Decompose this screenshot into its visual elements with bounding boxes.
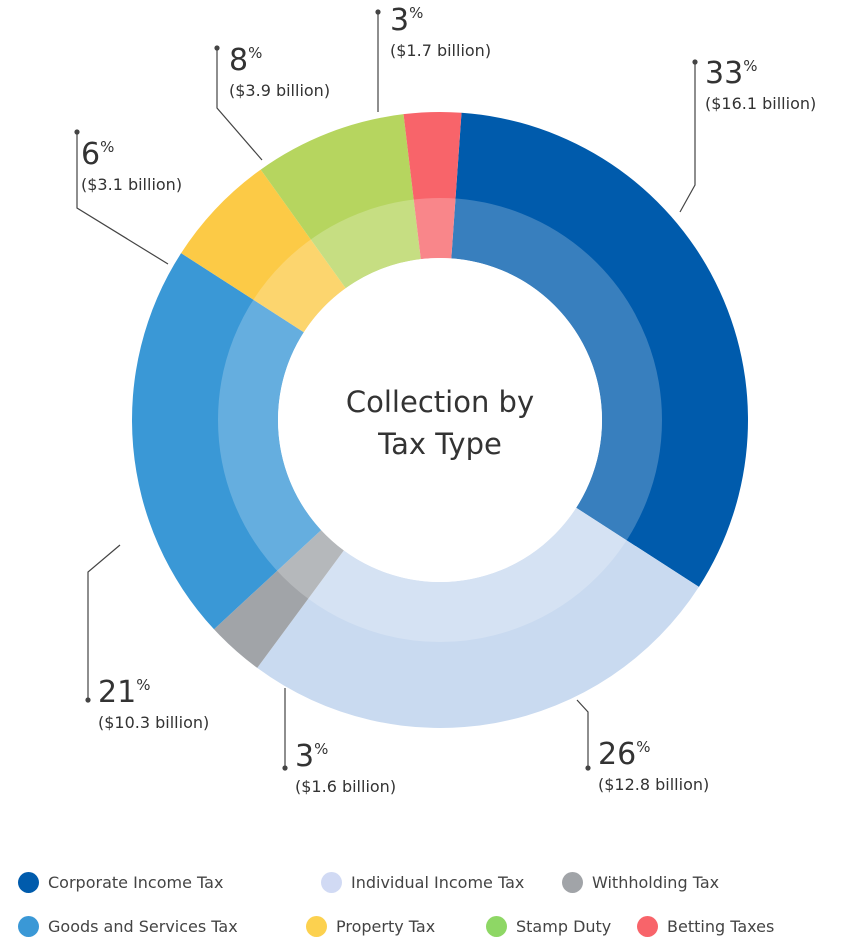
leader-dot-individual-income-tax <box>585 765 591 771</box>
percent-label-corporate-income-tax: 33% <box>705 56 757 91</box>
slice-goods-and-services-tax <box>131 253 322 630</box>
amount-label-betting-taxes: ($1.7 billion) <box>390 41 491 60</box>
slice-withholding-tax <box>214 530 344 668</box>
amount-label-withholding-tax: ($1.6 billion) <box>295 777 396 796</box>
legend-row-2: Goods and Services Tax Property Tax Stam… <box>18 916 774 937</box>
legend-swatch-withholding-tax <box>562 872 583 893</box>
leader-line-property-tax <box>76 132 169 265</box>
percent-label-withholding-tax: 3% <box>295 739 328 774</box>
legend-label: Goods and Services Tax <box>48 917 238 936</box>
center-title-line: Collection by <box>346 385 534 419</box>
slice-individual-income-tax <box>257 507 699 729</box>
percent-label-goods-and-services-tax: 21% <box>98 675 150 710</box>
legend-row-1: Corporate Income Tax Individual Income T… <box>18 872 719 893</box>
percent-sign: % <box>100 138 114 156</box>
leader-line-individual-income-tax <box>576 699 589 768</box>
legend-swatch-corporate-income-tax <box>18 872 39 893</box>
legend-swatch-stamp-duty <box>486 916 507 937</box>
inner-ring-overlay <box>218 198 662 642</box>
amount-label-property-tax: ($3.1 billion) <box>81 175 182 194</box>
legend-label: Property Tax <box>336 917 436 936</box>
percent-sign: % <box>636 738 650 756</box>
legend-label: Stamp Duty <box>516 917 612 936</box>
leader-dot-stamp-duty <box>214 45 220 51</box>
percent-sign: % <box>136 676 150 694</box>
slice-betting-taxes <box>403 112 462 260</box>
slice-stamp-duty <box>260 114 421 289</box>
percent-label-individual-income-tax: 26% <box>598 737 650 772</box>
amount-label-stamp-duty: ($3.9 billion) <box>229 81 330 100</box>
legend-swatch-goods-and-services-tax <box>18 916 39 937</box>
legend-swatch-individual-income-tax <box>321 872 342 893</box>
leader-dot-withholding-tax <box>282 765 288 771</box>
legend-label: Withholding Tax <box>592 873 720 892</box>
amount-label-individual-income-tax: ($12.8 billion) <box>598 775 709 794</box>
slice-corporate-income-tax <box>451 112 748 587</box>
legend-item-betting-taxes: Betting Taxes <box>637 916 774 937</box>
legend-item-withholding-tax: Withholding Tax <box>562 872 719 893</box>
leader-dot-goods-and-services-tax <box>85 697 91 703</box>
legend-item-individual-income-tax: Individual Income Tax <box>321 872 562 893</box>
legend-item-goods-and-services-tax: Goods and Services Tax <box>18 916 306 937</box>
percent-label-betting-taxes: 3% <box>390 3 423 38</box>
legend-label: Individual Income Tax <box>351 873 525 892</box>
donut-chart: Collection by Tax Type 33% ($16.1 billion) 2… <box>74 3 816 796</box>
percent-sign: % <box>743 57 757 75</box>
slice-property-tax <box>181 169 346 333</box>
percent-label-property-tax: 6% <box>81 137 114 172</box>
legend-item-property-tax: Property Tax <box>306 916 486 937</box>
percent-sign: % <box>314 740 328 758</box>
legend-item-stamp-duty: Stamp Duty <box>486 916 637 937</box>
leader-dot-property-tax <box>74 129 80 135</box>
donut-hole <box>278 258 602 582</box>
leader-dot-corporate-income-tax <box>692 59 698 65</box>
legend-swatch-property-tax <box>306 916 327 937</box>
legend-item-corporate-income-tax: Corporate Income Tax <box>18 872 321 893</box>
leader-line-corporate-income-tax <box>679 62 696 213</box>
leader-dot-betting-taxes <box>375 9 381 15</box>
amount-label-corporate-income-tax: ($16.1 billion) <box>705 94 816 113</box>
percent-sign: % <box>409 4 423 22</box>
percent-label-stamp-duty: 8% <box>229 43 262 78</box>
amount-label-goods-and-services-tax: ($10.3 billion) <box>98 713 209 732</box>
center-title-line: Tax Type <box>377 427 502 461</box>
legend-swatch-betting-taxes <box>637 916 658 937</box>
leader-line-stamp-duty <box>216 48 263 161</box>
percent-sign: % <box>248 44 262 62</box>
legend-label: Betting Taxes <box>667 917 775 936</box>
legend-label: Corporate Income Tax <box>48 873 224 892</box>
leader-line-goods-and-services-tax <box>87 544 121 700</box>
